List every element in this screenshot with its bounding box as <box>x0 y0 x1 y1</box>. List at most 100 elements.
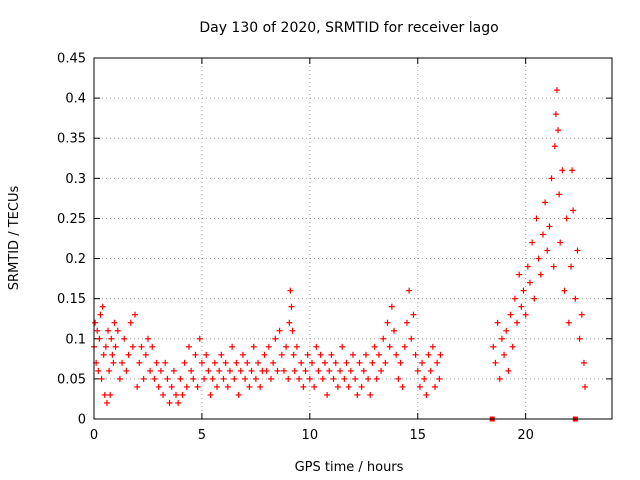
data-point <box>511 295 518 302</box>
data-point <box>298 359 305 366</box>
data-point <box>102 343 109 350</box>
data-point <box>129 343 136 350</box>
data-point <box>179 391 186 398</box>
data-point <box>248 367 255 374</box>
data-point <box>436 375 443 382</box>
data-point <box>170 367 177 374</box>
data-point <box>343 359 350 366</box>
x-tick-label: 20 <box>517 428 534 443</box>
data-point <box>185 343 192 350</box>
x-axis-label: GPS time / hours <box>295 460 404 475</box>
data-point <box>321 359 328 366</box>
data-point <box>110 359 117 366</box>
data-point <box>553 87 560 94</box>
data-point <box>537 271 544 278</box>
data-point <box>509 343 516 350</box>
data-point <box>421 375 428 382</box>
data-point <box>116 375 123 382</box>
data-point <box>188 367 195 374</box>
data-point <box>578 311 585 318</box>
data-point <box>410 311 417 318</box>
data-point <box>287 287 294 294</box>
data-point <box>283 343 290 350</box>
data-point <box>496 375 503 382</box>
data-point <box>132 311 139 318</box>
data-point <box>505 367 512 374</box>
data-point <box>121 335 128 342</box>
data-point <box>367 391 374 398</box>
data-point <box>526 279 533 286</box>
data-point <box>96 335 103 342</box>
data-point <box>391 327 398 334</box>
data-point <box>378 367 385 374</box>
data-point <box>293 343 300 350</box>
data-point <box>326 367 333 374</box>
data-points-layer <box>91 87 589 422</box>
data-point <box>242 375 249 382</box>
data-point <box>373 375 380 382</box>
data-point <box>289 327 296 334</box>
data-point <box>142 351 149 358</box>
data-point <box>563 215 570 222</box>
data-point <box>306 375 313 382</box>
data-point <box>522 311 529 318</box>
data-point <box>533 215 540 222</box>
data-point <box>315 367 322 374</box>
data-point <box>498 335 505 342</box>
y-tick-label: 0.15 <box>57 292 86 307</box>
data-point <box>144 335 151 342</box>
data-point <box>177 375 184 382</box>
data-point <box>99 303 106 310</box>
data-point <box>371 343 378 350</box>
data-point <box>437 351 444 358</box>
data-point <box>382 359 389 366</box>
data-point <box>192 351 199 358</box>
grid-layer <box>94 58 612 419</box>
data-point <box>423 391 430 398</box>
data-point <box>494 319 501 326</box>
data-point <box>334 383 341 390</box>
data-point <box>151 375 158 382</box>
data-point <box>140 375 147 382</box>
data-point <box>119 359 126 366</box>
data-point <box>162 359 169 366</box>
data-point <box>209 375 216 382</box>
data-point <box>319 375 326 382</box>
data-point <box>582 383 589 390</box>
data-point <box>403 319 410 326</box>
data-point <box>546 223 553 230</box>
data-point <box>114 327 121 334</box>
x-tick-label: 5 <box>198 428 206 443</box>
data-point <box>291 367 298 374</box>
data-point <box>214 383 221 390</box>
data-point <box>574 247 581 254</box>
data-point <box>218 351 225 358</box>
y-tick-label: 0.1 <box>65 332 86 347</box>
data-point <box>419 359 426 366</box>
data-point <box>108 335 115 342</box>
data-point <box>147 367 154 374</box>
data-point <box>552 111 559 118</box>
chart-title: Day 130 of 2020, SRMTID for receiver lag… <box>199 20 498 36</box>
data-point <box>288 303 295 310</box>
data-point <box>408 335 415 342</box>
data-point <box>300 383 307 390</box>
data-point <box>311 383 318 390</box>
data-point <box>518 303 525 310</box>
tick-layer: 0 0.05 0.1 0.15 0.2 0.25 0.3 0.35 0.4 0.45 0 5 10 15 2… <box>57 52 612 443</box>
data-point <box>339 343 346 350</box>
data-point <box>237 367 244 374</box>
data-point <box>198 359 205 366</box>
data-point <box>569 167 576 174</box>
data-point <box>207 391 214 398</box>
data-point <box>557 239 564 246</box>
data-point <box>360 367 367 374</box>
data-point <box>416 383 423 390</box>
data-point <box>166 399 173 406</box>
data-point <box>103 399 110 406</box>
data-point <box>134 383 141 390</box>
data-point <box>539 231 546 238</box>
data-point <box>263 367 270 374</box>
data-point <box>164 375 171 382</box>
